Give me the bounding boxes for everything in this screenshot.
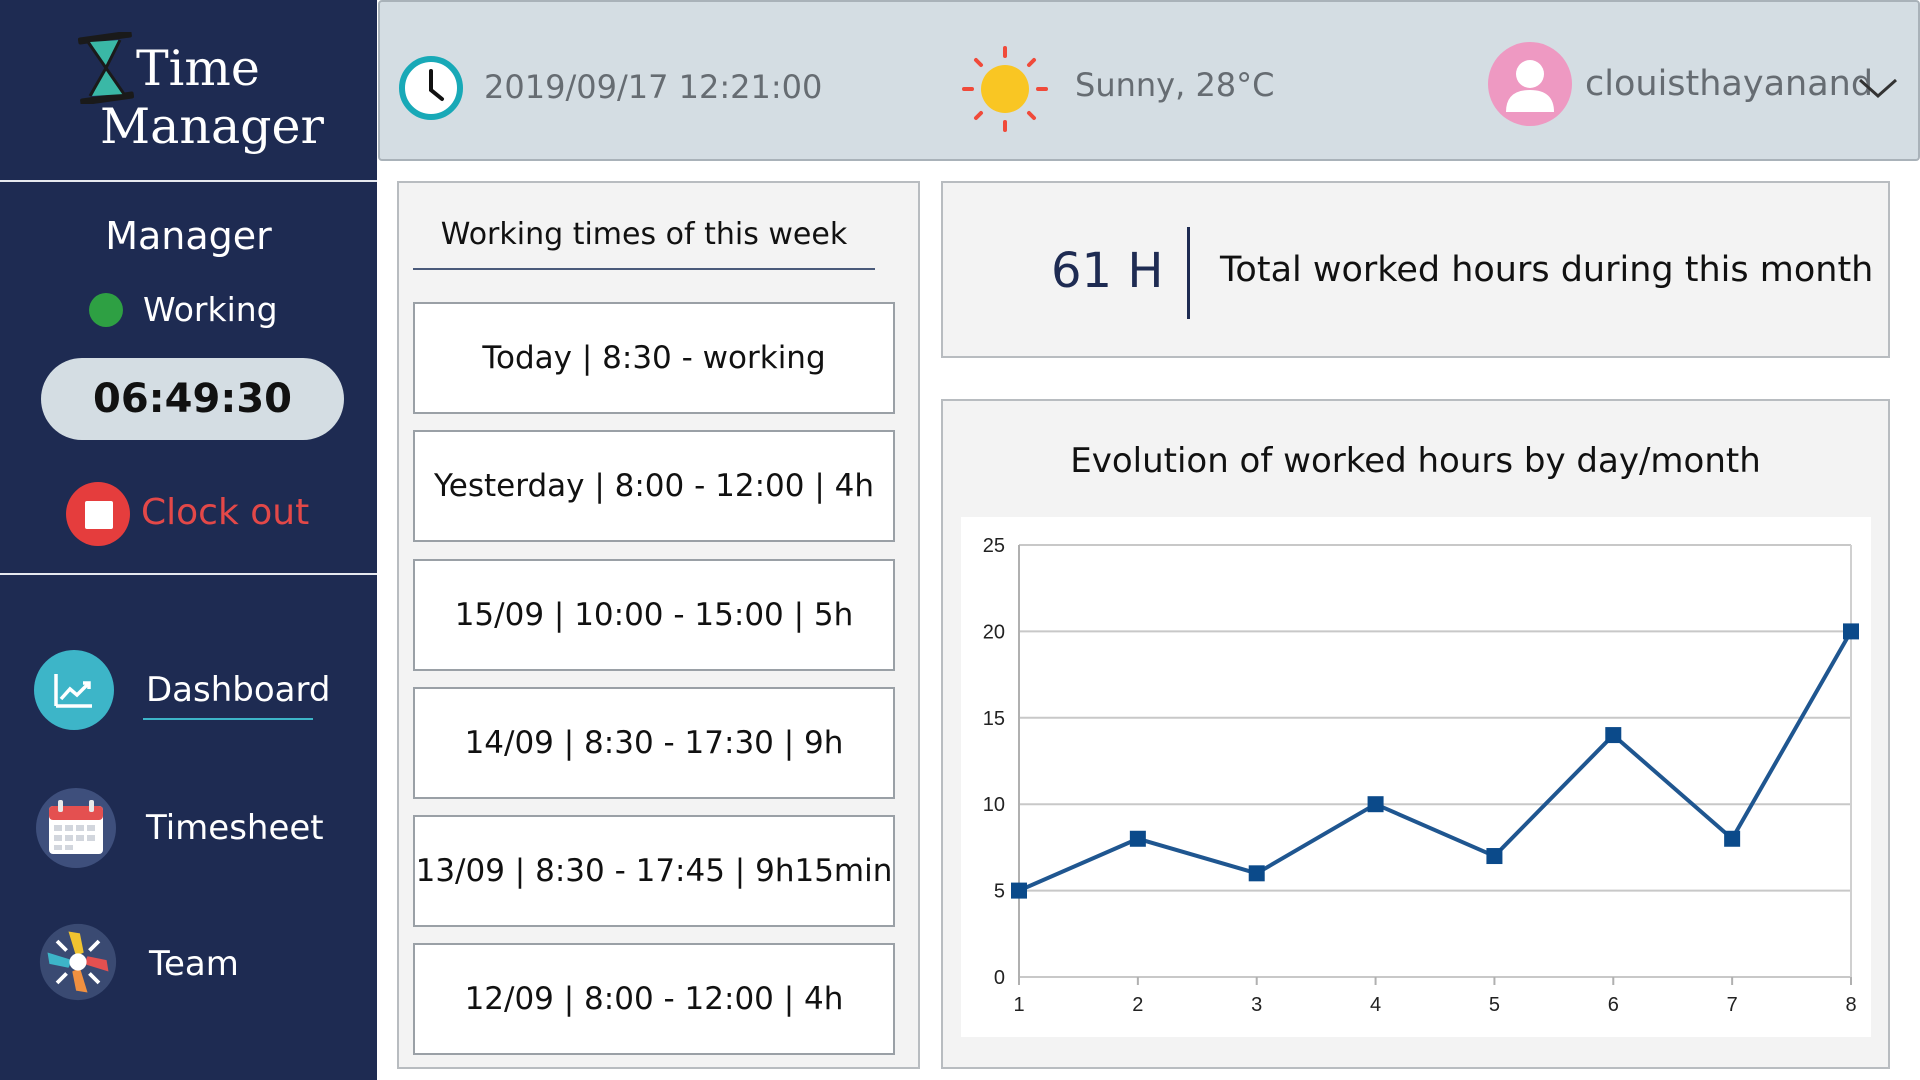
time-entry: 13/09 | 8:30 - 17:45 | 9h15min (413, 815, 895, 927)
plot-area (961, 517, 1871, 1037)
x-tick-label: 7 (1727, 994, 1738, 1016)
nav-label-dashboard: Dashboard (146, 670, 331, 710)
app-title: Time Manager (96, 40, 324, 156)
y-tick-label: 20 (983, 621, 1005, 643)
total-hours-panel: 61 H Total worked hours during this mont… (941, 181, 1890, 358)
clock-icon (399, 56, 463, 120)
time-entry: 14/09 | 8:30 - 17:30 | 9h (413, 687, 895, 799)
logo: Time Manager (0, 0, 377, 182)
data-point (1605, 727, 1622, 744)
sun-icon (962, 46, 1048, 132)
data-point (1011, 882, 1027, 899)
clock-out-label: Clock out (141, 492, 310, 533)
calendar-icon (36, 788, 116, 868)
y-tick-label: 0 (994, 967, 1005, 989)
status-label: Working (143, 290, 278, 329)
sidebar: Time Manager Manager Working 06:49:30 Cl… (0, 0, 377, 1080)
week-title: Working times of this week (413, 217, 875, 270)
x-tick-label: 6 (1608, 994, 1619, 1016)
clock-out-button[interactable]: Clock out (66, 482, 310, 552)
nav-item-timesheet[interactable]: Timesheet (32, 786, 362, 876)
data-point (1248, 865, 1265, 882)
time-entry: 15/09 | 10:00 - 15:00 | 5h (413, 559, 895, 671)
status-panel: Manager Working 06:49:30 Clock out (0, 184, 377, 575)
time-entry: Yesterday | 8:00 - 12:00 | 4h (413, 430, 895, 542)
chart-title: Evolution of worked hours by day/month (1070, 441, 1761, 481)
top-bar: 2019/09/17 12:21:00 Sunny, 28°C clouisth… (378, 0, 1920, 161)
x-tick-label: 2 (1132, 994, 1143, 1016)
nav-label-timesheet: Timesheet (146, 808, 324, 848)
y-tick-label: 10 (983, 794, 1005, 816)
series-line (1018, 630, 1853, 893)
username[interactable]: clouisthayanand (1585, 64, 1874, 104)
user-role: Manager (105, 214, 272, 258)
data-point (1367, 796, 1384, 813)
data-point (1724, 830, 1741, 847)
data-point (1129, 830, 1146, 847)
week-panel: Working times of this week Today | 8:30 … (397, 181, 920, 1069)
user-avatar[interactable] (1488, 42, 1572, 126)
active-indicator (143, 718, 313, 720)
divider (1187, 227, 1190, 319)
y-tick-label: 25 (983, 535, 1005, 557)
status-dot-icon (89, 293, 123, 327)
app-title-line1: Time (136, 40, 260, 97)
team-hands-icon (39, 923, 117, 1001)
user-icon (1506, 60, 1554, 112)
x-tick-label: 4 (1370, 994, 1381, 1016)
chevron-down-icon[interactable] (1856, 72, 1900, 102)
hourglass-icon (77, 32, 134, 104)
x-tick-label: 8 (1845, 994, 1856, 1016)
y-tick-label: 15 (983, 708, 1005, 730)
chart-panel: Evolution of worked hours by day/month 0… (941, 399, 1890, 1069)
total-hours-value: 61 H (1051, 243, 1164, 299)
time-entry: 12/09 | 8:00 - 12:00 | 4h (413, 943, 895, 1055)
nav-label-team: Team (149, 944, 239, 984)
x-tick-label: 3 (1251, 994, 1262, 1016)
nav-item-dashboard[interactable]: Dashboard (32, 648, 362, 738)
dashboard-chart-icon (34, 650, 114, 730)
stop-icon (66, 482, 130, 546)
total-hours-label: Total worked hours during this month (1220, 250, 1874, 290)
app-title-line2: Manager (100, 98, 324, 155)
weather-status: Sunny, 28°C (1075, 66, 1275, 104)
data-point (1486, 848, 1503, 865)
x-tick-label: 5 (1489, 994, 1500, 1016)
x-tick-label: 1 (1013, 994, 1024, 1016)
data-point (1843, 623, 1859, 640)
nav-item-team[interactable]: Team (32, 923, 362, 1014)
time-entry: Today | 8:30 - working (413, 302, 895, 414)
work-timer: 06:49:30 (41, 358, 344, 440)
line-chart: 0 5 10 15 20 25 1 2 3 4 5 6 7 8 (961, 517, 1871, 1037)
y-tick-label: 5 (994, 881, 1005, 903)
current-datetime: 2019/09/17 12:21:00 (484, 68, 823, 106)
